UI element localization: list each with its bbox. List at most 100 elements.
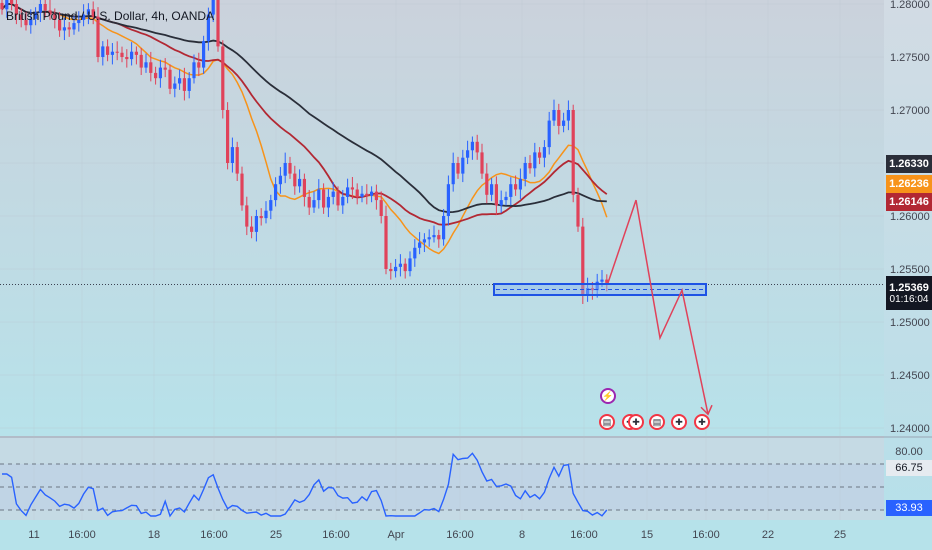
candle-body[interactable] — [82, 14, 86, 20]
candle-body[interactable] — [29, 18, 33, 26]
candle-body[interactable] — [422, 239, 426, 243]
candle-body[interactable] — [307, 196, 311, 208]
candle-body[interactable] — [293, 173, 297, 187]
candle-body[interactable] — [562, 120, 566, 126]
candle-body[interactable] — [317, 189, 321, 201]
candle-body[interactable] — [552, 110, 556, 121]
candle-body[interactable] — [456, 163, 460, 174]
candle-body[interactable] — [509, 184, 513, 197]
candle-body[interactable] — [595, 281, 599, 291]
candle-body[interactable] — [413, 247, 417, 259]
candle-body[interactable] — [384, 216, 388, 269]
candle-body[interactable] — [264, 210, 268, 219]
candle-body[interactable] — [605, 279, 609, 283]
candle-body[interactable] — [245, 205, 249, 227]
candle-body[interactable] — [466, 150, 470, 158]
candle-body[interactable] — [533, 152, 537, 169]
candle-body[interactable] — [168, 69, 172, 89]
candle-body[interactable] — [374, 191, 378, 201]
candle-body[interactable] — [451, 163, 455, 185]
candle-body[interactable] — [499, 200, 503, 206]
candle-body[interactable] — [254, 216, 258, 232]
candle-body[interactable] — [485, 173, 489, 195]
candle-body[interactable] — [274, 184, 278, 201]
candle-body[interactable] — [370, 191, 374, 196]
candle-body[interactable] — [437, 235, 441, 240]
time-axis-pane[interactable] — [0, 520, 932, 550]
candle-body[interactable] — [341, 196, 345, 206]
candle-body[interactable] — [557, 110, 561, 126]
candle-body[interactable] — [600, 279, 604, 282]
candle-body[interactable] — [197, 62, 201, 68]
candle-body[interactable] — [403, 263, 407, 272]
candle-body[interactable] — [163, 67, 167, 70]
candle-body[interactable] — [86, 9, 90, 15]
candle-body[interactable] — [120, 52, 124, 57]
candle-body[interactable] — [346, 187, 350, 197]
candle-body[interactable] — [528, 163, 532, 169]
candle-body[interactable] — [547, 120, 551, 148]
candle-body[interactable] — [24, 19, 28, 26]
candle-body[interactable] — [432, 235, 436, 238]
candle-body[interactable] — [398, 263, 402, 267]
candle-body[interactable] — [336, 191, 340, 206]
candle-body[interactable] — [312, 200, 316, 208]
event-uk-flag-icon-2[interactable]: ✚ — [628, 414, 644, 430]
candle-body[interactable] — [96, 16, 100, 57]
event-uk-flag-icon-3[interactable]: ✚ — [671, 414, 687, 430]
candle-body[interactable] — [139, 54, 143, 68]
candle-body[interactable] — [226, 110, 230, 163]
candle-body[interactable] — [178, 78, 182, 84]
candle-body[interactable] — [182, 78, 186, 91]
candle-body[interactable] — [125, 57, 129, 60]
candle-body[interactable] — [192, 62, 196, 79]
candle-body[interactable] — [38, 4, 42, 13]
candle-body[interactable] — [110, 51, 114, 55]
candle-body[interactable] — [72, 23, 76, 30]
candle-body[interactable] — [187, 78, 191, 91]
candle-body[interactable] — [389, 269, 393, 272]
candle-body[interactable] — [566, 110, 570, 121]
candle-body[interactable] — [206, 14, 210, 42]
candle-body[interactable] — [202, 41, 206, 68]
candle-body[interactable] — [394, 266, 398, 272]
candle-body[interactable] — [106, 46, 110, 55]
candle-body[interactable] — [250, 226, 254, 232]
candle-body[interactable] — [34, 12, 38, 19]
candle-body[interactable] — [514, 184, 518, 190]
candle-body[interactable] — [581, 226, 585, 296]
candle-body[interactable] — [442, 216, 446, 240]
candle-body[interactable] — [278, 175, 282, 185]
candle-body[interactable] — [62, 27, 66, 31]
candle-body[interactable] — [216, 0, 220, 47]
candle-body[interactable] — [461, 157, 465, 174]
event-us-flag-icon-2[interactable]: ▤ — [649, 414, 665, 430]
candle-body[interactable] — [360, 193, 364, 197]
candle-body[interactable] — [322, 189, 326, 208]
candle-body[interactable] — [43, 4, 47, 11]
event-uk-flag-icon-4[interactable]: ✚ — [694, 414, 710, 430]
candle-body[interactable] — [490, 184, 494, 195]
candle-body[interactable] — [571, 110, 575, 195]
candle-body[interactable] — [230, 147, 234, 163]
candle-body[interactable] — [58, 19, 62, 31]
candle-body[interactable] — [504, 196, 508, 201]
candle-body[interactable] — [259, 216, 263, 219]
candle-body[interactable] — [67, 27, 71, 30]
candle-body[interactable] — [326, 196, 330, 208]
event-flash-icon[interactable]: ⚡ — [600, 388, 616, 404]
candle-body[interactable] — [427, 237, 431, 240]
candle-body[interactable] — [5, 0, 9, 10]
support-zone[interactable] — [493, 283, 707, 296]
candle-body[interactable] — [221, 46, 225, 110]
candle-body[interactable] — [576, 194, 580, 227]
candle-body[interactable] — [235, 147, 239, 174]
candle-body[interactable] — [298, 178, 302, 187]
candle-body[interactable] — [269, 200, 273, 211]
candle-body[interactable] — [48, 10, 52, 15]
candle-body[interactable] — [134, 51, 138, 55]
candle-body[interactable] — [149, 62, 153, 73]
candle-body[interactable] — [365, 193, 369, 196]
candle-body[interactable] — [470, 141, 474, 151]
